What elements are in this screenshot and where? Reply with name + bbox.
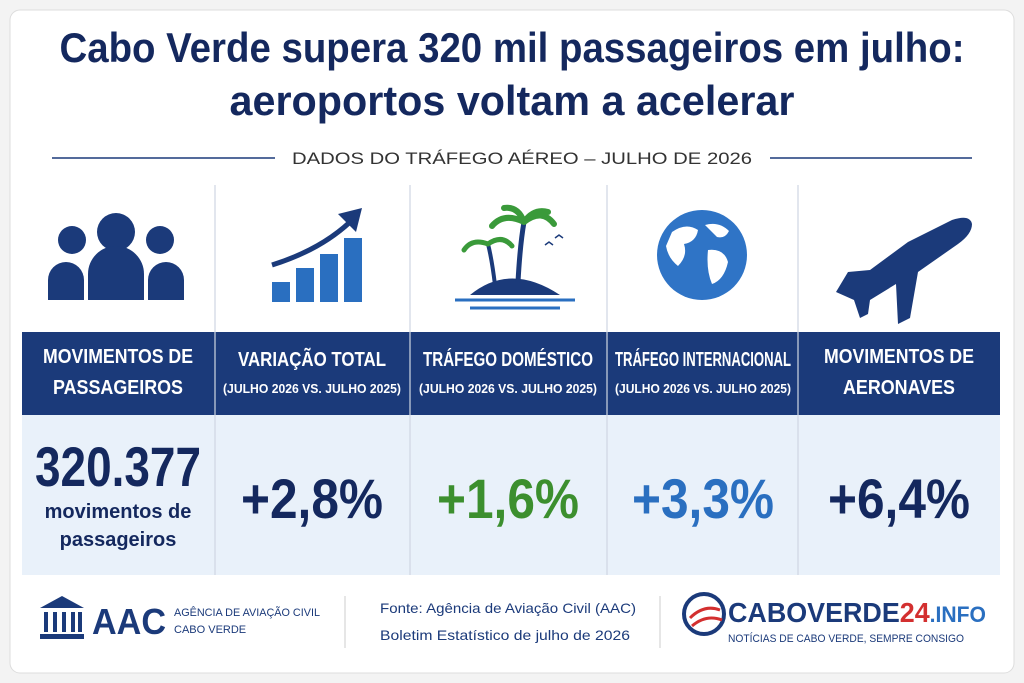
globe-icon [657, 210, 747, 300]
plane-icon [836, 217, 972, 324]
brand-tagline: NOTÍCIAS DE CABO VERDE, SEMPRE CONSIGO [728, 632, 964, 645]
column-title: AERONAVES [843, 377, 955, 399]
column-title: PASSAGEIROS [53, 377, 183, 399]
value: +2,8% [241, 467, 383, 530]
source: Boletim Estatístico de julho de 2026 [380, 627, 630, 643]
people-icon [48, 213, 184, 300]
growth-icon [271, 208, 362, 302]
brand-logo [682, 592, 726, 636]
title-line: aeroportos voltam a acelerar [230, 77, 795, 124]
title-line: Cabo Verde supera 320 mil passageiros em… [60, 24, 965, 71]
aac-name: AGÊNCIA DE AVIAÇÃO CIVIL [174, 606, 320, 619]
column-title: TRÁFEGO INTERNACIONAL [615, 348, 791, 371]
column-title: TRÁFEGO DOMÉSTICO [423, 348, 593, 371]
brand-part: CABOVERDE [728, 597, 900, 628]
value-band [22, 415, 1000, 575]
source: Fonte: Agência de Aviação Civil (AAC) [380, 600, 636, 616]
column-title: VARIAÇÃO TOTAL [238, 348, 386, 371]
value-caption: passageiros [60, 529, 177, 551]
island-icon [455, 204, 575, 310]
brand-part: .INFO [930, 602, 986, 627]
column-note: (JULHO 2026 VS. JULHO 2025) [615, 382, 791, 396]
brand-part: 24 [900, 597, 930, 628]
value: +3,3% [632, 467, 774, 530]
column-note: (JULHO 2026 VS. JULHO 2025) [223, 382, 401, 396]
column-title: MOVIMENTOS DE [43, 346, 193, 368]
aac-logo [40, 596, 84, 639]
brand-name: CABOVERDE24.INFO [728, 597, 986, 628]
column-title: MOVIMENTOS DE [824, 346, 974, 368]
dividers [214, 185, 799, 575]
value-caption: movimentos de [45, 501, 192, 523]
value: 320.377 [35, 435, 201, 498]
header-band [22, 332, 1000, 415]
subtitle: DADOS DO TRÁFEGO AÉREO – JULHO DE 2026 [292, 149, 752, 168]
value: +6,4% [828, 467, 970, 530]
aac-acronym: AAC [92, 601, 166, 642]
value: +1,6% [437, 467, 579, 530]
column-note: (JULHO 2026 VS. JULHO 2025) [419, 382, 597, 396]
aac-name: CABO VERDE [174, 624, 246, 636]
